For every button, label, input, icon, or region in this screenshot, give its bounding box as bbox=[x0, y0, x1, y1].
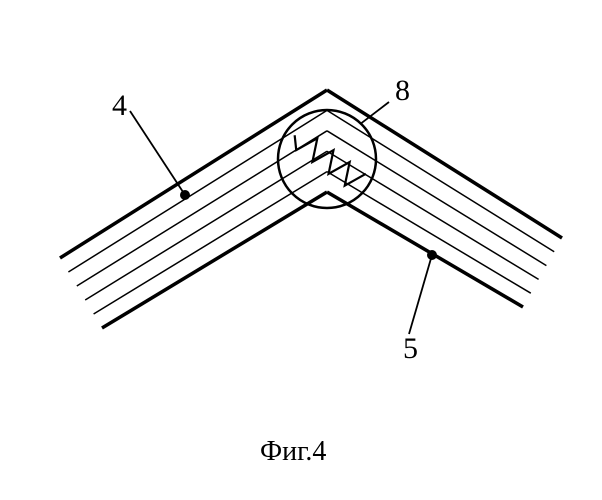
right-band-inner-line bbox=[327, 110, 554, 251]
leader-line bbox=[130, 111, 185, 195]
label-5: 5 bbox=[403, 332, 418, 365]
joint-zigzag bbox=[295, 135, 366, 185]
left-band-inner-line bbox=[77, 131, 327, 286]
right-band-inner-line bbox=[327, 131, 546, 266]
leader-dot bbox=[427, 250, 437, 260]
left-band-inner-line bbox=[85, 151, 327, 300]
right-band-bottom-edge bbox=[327, 192, 523, 307]
left-band-inner-line bbox=[68, 110, 327, 272]
leader-dot bbox=[180, 190, 190, 200]
right-band-inner-line bbox=[327, 151, 539, 279]
left-band-bottom-edge bbox=[102, 192, 327, 328]
right-band-top-edge bbox=[327, 90, 562, 238]
right-band-inner-line bbox=[327, 172, 531, 294]
label-4: 4 bbox=[112, 89, 127, 122]
figure-caption: Фиг.4 bbox=[260, 436, 326, 467]
label-8: 8 bbox=[395, 74, 410, 107]
leader-line bbox=[409, 255, 432, 334]
